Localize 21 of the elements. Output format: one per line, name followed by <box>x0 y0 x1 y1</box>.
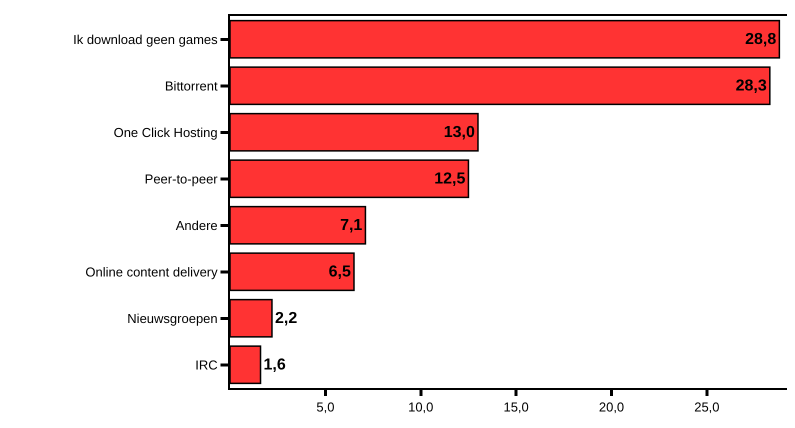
y-tick-label: IRC <box>195 357 218 372</box>
x-tick-label: 20,0 <box>598 399 624 414</box>
x-tick-label: 10,0 <box>408 399 434 414</box>
data-label: 1,6 <box>264 356 286 374</box>
y-tick-label: Nieuwsgroepen <box>127 310 218 326</box>
data-label: 2,2 <box>274 310 298 327</box>
data-label: 6,5 <box>328 263 351 280</box>
y-tick-label: Bittorrent <box>164 78 218 94</box>
data-label: 7,1 <box>340 216 362 234</box>
x-tick-label: 5,0 <box>316 399 334 414</box>
data-label: 28,8 <box>745 30 776 48</box>
y-tick-label: Peer-to-peer <box>144 171 218 186</box>
data-label: 12,5 <box>434 170 466 188</box>
y-tick-label: One Click Hosting <box>114 124 218 140</box>
x-tick-label: 25,0 <box>694 399 720 414</box>
y-tick-label: Online content delivery <box>85 264 218 280</box>
data-label: 13,0 <box>444 124 475 141</box>
y-tick-label: Ik download geen games <box>73 32 218 47</box>
data-label: 28,3 <box>736 77 767 94</box>
y-tick-label: Andere <box>176 218 218 233</box>
x-tick-label: 15,0 <box>503 399 529 414</box>
